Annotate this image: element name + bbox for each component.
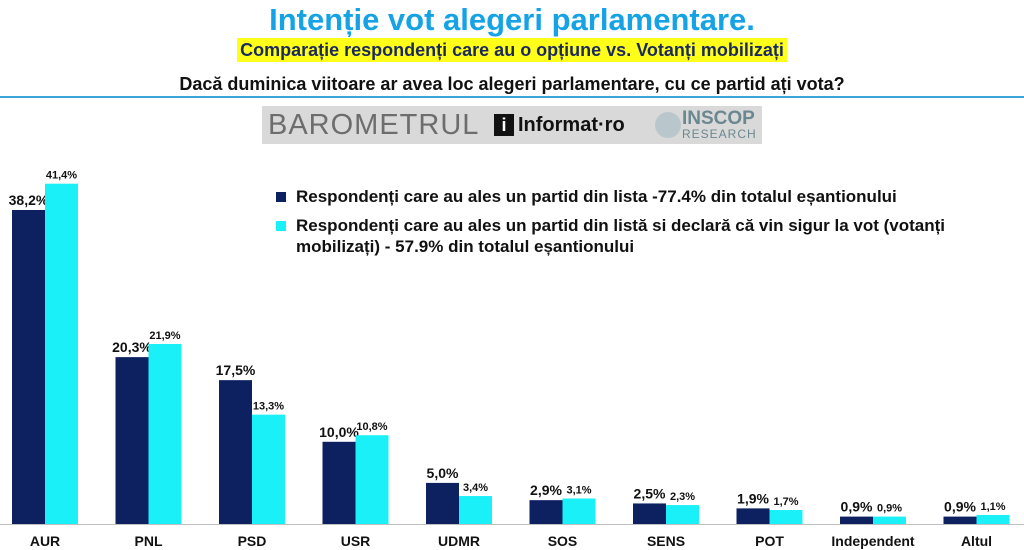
data-label-series2-sens: 2,3%	[670, 491, 695, 503]
bar-series2-udmr	[459, 496, 492, 524]
bar-series2-sos	[562, 498, 596, 524]
data-label-series1-pot: 1,9%	[737, 490, 769, 506]
legend-swatch-series2	[276, 221, 286, 231]
bar-series1-aur	[12, 209, 45, 524]
category-label-altul: Altul	[961, 533, 992, 549]
survey-question: Dacă duminica viitoare ar avea loc alege…	[179, 74, 845, 94]
informat-logo-text: Informat·ro	[518, 114, 625, 136]
data-label-series1-udmr: 5,0%	[427, 465, 459, 481]
bar-series1-altul	[943, 516, 977, 524]
sponsor-logo-banner: BAROMETRUL i Informat·ro INSCOP RESEARCH	[262, 106, 762, 144]
bar-series1-sos	[529, 500, 563, 524]
data-label-series2-altul: 1,1%	[980, 501, 1005, 513]
legend-label-series2: Respondenți care au ales un partid din l…	[296, 216, 946, 256]
data-label-series1-altul: 0,9%	[944, 499, 976, 515]
bar-series2-aur	[45, 183, 78, 524]
research-logo-text: RESEARCH	[682, 127, 757, 141]
chart-legend: Respondenți care au ales un partid din l…	[274, 186, 954, 265]
data-label-series1-psd: 17,5%	[216, 362, 256, 378]
data-label-series2-aur: 41,4%	[46, 170, 77, 182]
data-label-series2-sos: 3,1%	[566, 485, 591, 497]
data-label-series2-psd: 13,3%	[253, 401, 284, 413]
bar-series2-usr	[355, 435, 389, 524]
data-label-series1-sens: 2,5%	[634, 485, 666, 501]
bar-series2-independent	[873, 516, 906, 524]
chart-subtitle: Comparație respondenți care au o opțiune…	[237, 38, 787, 62]
inscop-badge-icon	[655, 112, 681, 138]
data-label-series1-sos: 2,9%	[530, 482, 562, 498]
subtitle-wrap: Comparație respondenți care au o opțiune…	[0, 38, 1024, 62]
bar-series1-independent	[840, 516, 873, 524]
inscop-logo-text: INSCOP	[682, 108, 755, 129]
bar-series2-pot	[769, 510, 803, 524]
legend-item-series2: Respondenți care au ales un partid din l…	[274, 215, 954, 257]
bar-series1-sens	[633, 503, 666, 524]
bar-series1-pnl	[115, 357, 149, 524]
category-label-independent: Independent	[831, 533, 915, 549]
category-label-pot: POT	[755, 533, 784, 549]
bar-series1-udmr	[426, 482, 459, 524]
data-label-series2-pot: 1,7%	[773, 496, 798, 508]
data-label-series1-pnl: 20,3%	[112, 339, 152, 355]
category-label-aur: AUR	[30, 533, 60, 549]
bar-series1-pot	[736, 508, 770, 524]
legend-label-series1: Respondenți care au ales un partid din l…	[296, 187, 897, 206]
category-label-pnl: PNL	[135, 533, 163, 549]
bar-series2-psd	[252, 414, 285, 524]
data-label-series2-udmr: 3,4%	[463, 482, 488, 494]
data-label-series2-usr: 10,8%	[356, 421, 387, 433]
legend-item-series1: Respondenți care au ales un partid din l…	[274, 186, 954, 207]
category-label-sos: SOS	[548, 533, 578, 549]
header-divider	[0, 96, 1024, 98]
data-label-series2-independent: 0,9%	[877, 503, 902, 515]
legend-swatch-series1	[276, 192, 286, 202]
bar-series1-usr	[322, 441, 356, 524]
bar-series1-psd	[219, 380, 252, 524]
barometrul-logo-text: BAROMETRUL	[268, 109, 480, 141]
bar-series2-altul	[976, 514, 1010, 524]
data-label-series1-independent: 0,9%	[841, 499, 873, 515]
bar-series2-pnl	[148, 343, 182, 524]
chart-title: Intenție vot alegeri parlamentare.	[269, 2, 755, 37]
category-label-udmr: UDMR	[438, 533, 480, 549]
category-label-sens: SENS	[647, 533, 685, 549]
data-label-series1-aur: 38,2%	[9, 192, 49, 208]
category-label-usr: USR	[341, 533, 371, 549]
bar-series2-sens	[666, 505, 699, 524]
category-label-psd: PSD	[238, 533, 267, 549]
data-label-series1-usr: 10,0%	[319, 424, 359, 440]
data-label-series2-pnl: 21,9%	[149, 330, 180, 342]
informat-i-icon: i	[494, 114, 514, 136]
